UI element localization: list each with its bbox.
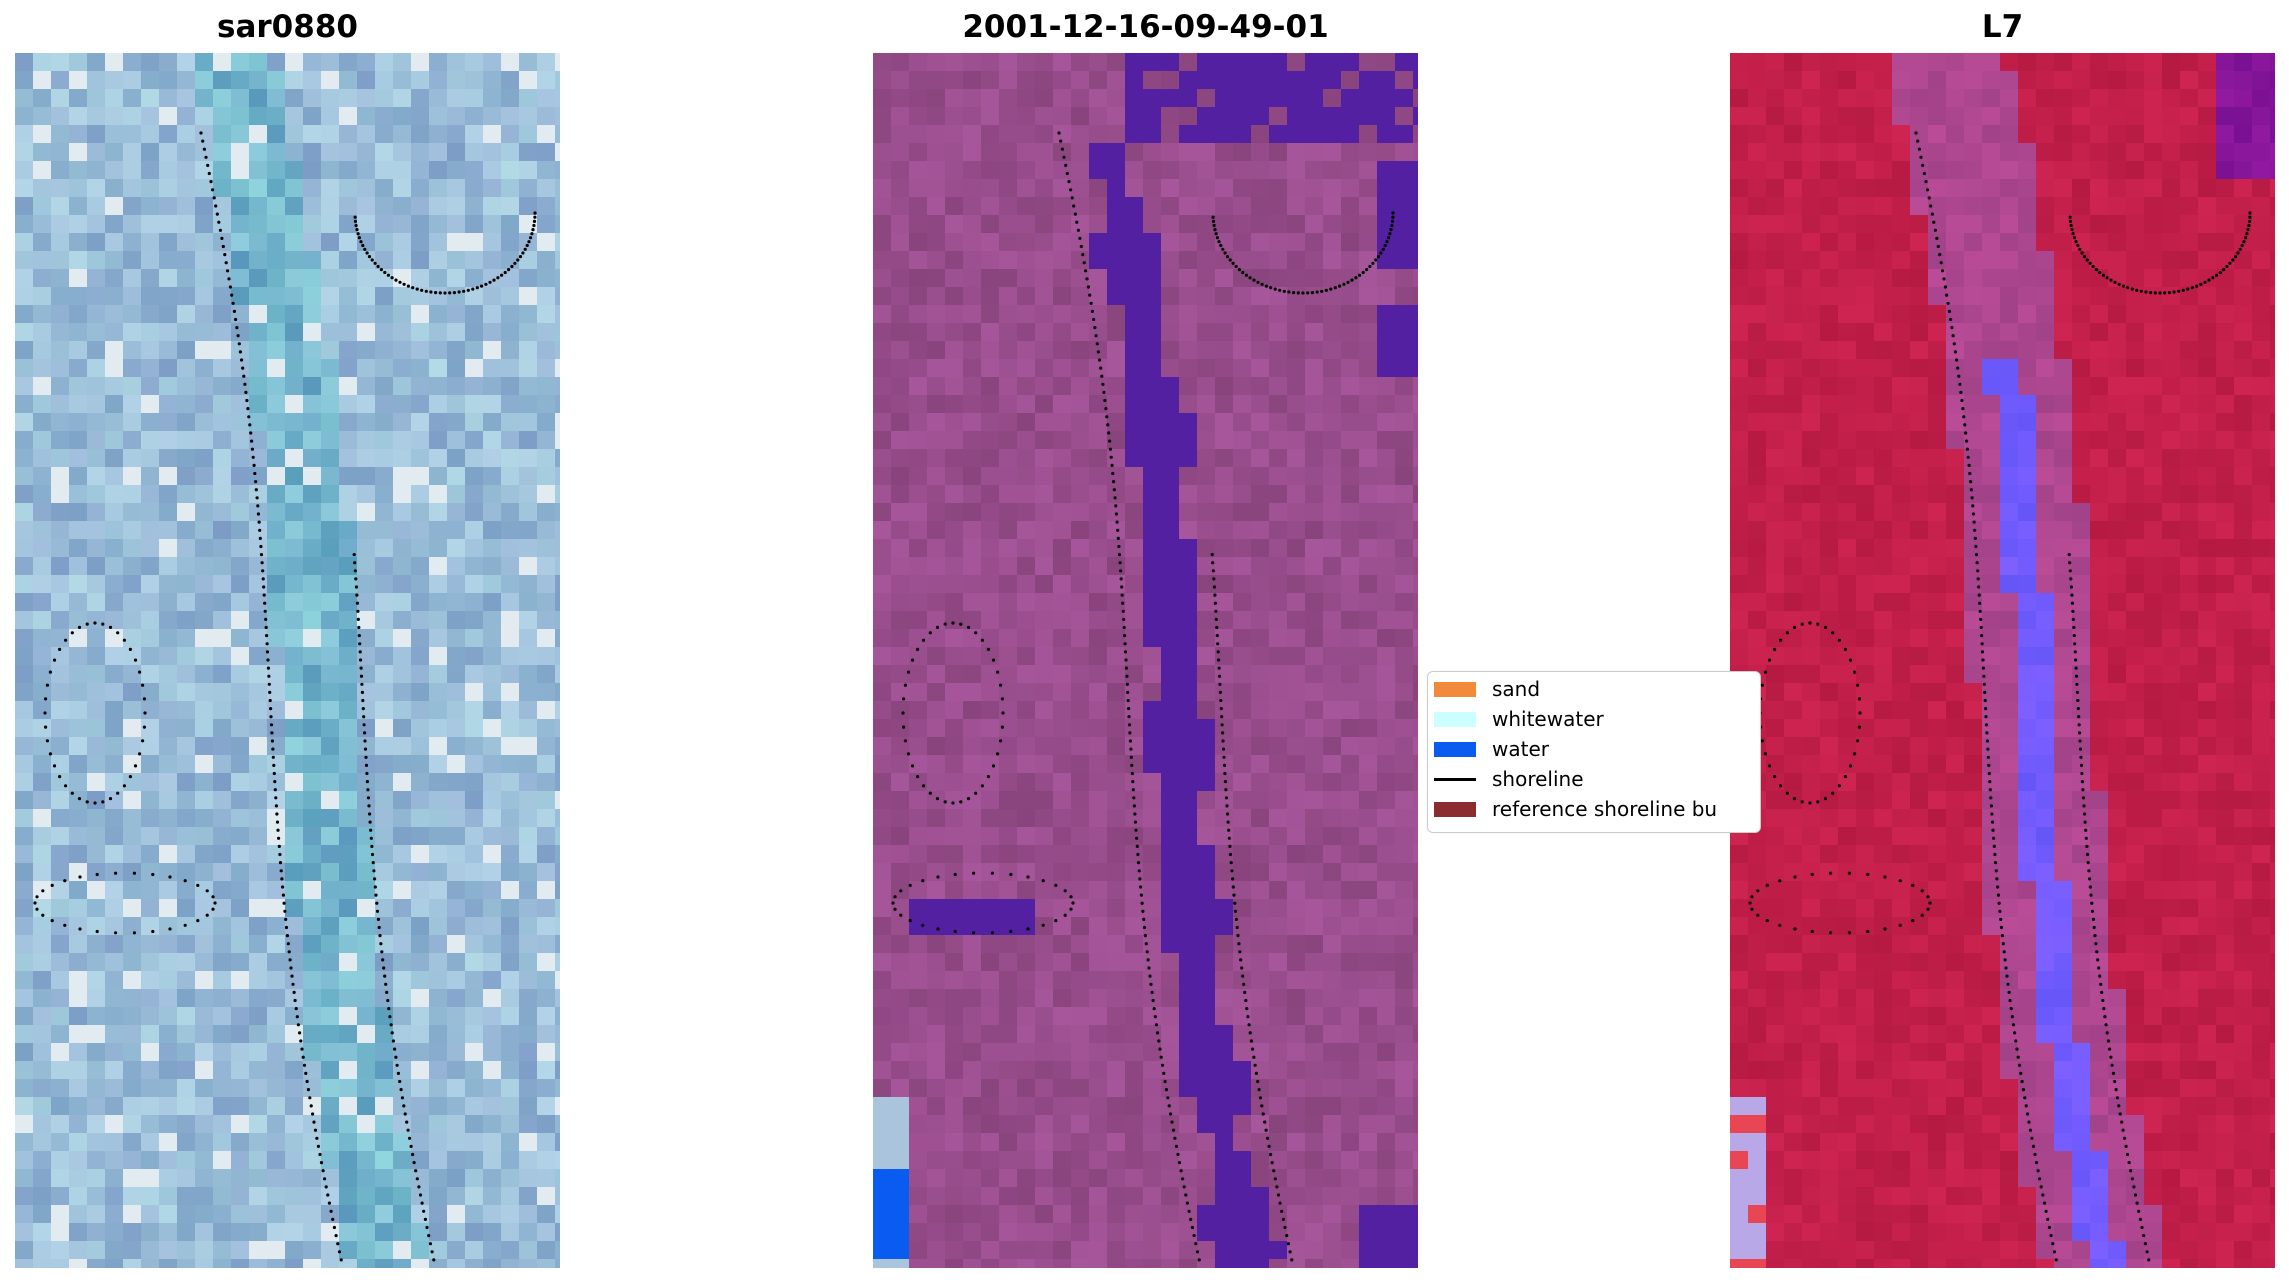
legend-item-sand: sand bbox=[1434, 676, 1540, 702]
legend-label-sand: sand bbox=[1492, 677, 1541, 701]
legend-item-shoreline: shoreline bbox=[1434, 766, 1584, 792]
whitewater-swatch bbox=[1434, 711, 1476, 727]
satellite-image-panel-3 bbox=[1730, 53, 2275, 1268]
legend-label-water: water bbox=[1492, 737, 1549, 761]
reference-shoreline-swatch bbox=[1434, 801, 1476, 817]
legend-item-water: water bbox=[1434, 736, 1549, 762]
legend-label-whitewater: whitewater bbox=[1492, 707, 1604, 731]
legend-item-reference-shoreline: reference shoreline bu bbox=[1434, 796, 1717, 822]
panel-title-1: sar0880 bbox=[217, 9, 358, 45]
water-swatch bbox=[1434, 741, 1476, 757]
image-sar0880 bbox=[15, 53, 560, 1268]
legend-label-reference-shoreline: reference shoreline bu bbox=[1492, 797, 1718, 821]
sand-swatch bbox=[1434, 681, 1476, 697]
legend-item-whitewater: whitewater bbox=[1434, 706, 1604, 732]
satellite-image-panel-1 bbox=[15, 53, 560, 1268]
panel-title-3: L7 bbox=[1981, 9, 2024, 45]
legend-label-shoreline: shoreline bbox=[1492, 767, 1584, 791]
image-l7 bbox=[1730, 53, 2275, 1268]
panel-title-2: 2001-12-16-09-49-01 bbox=[962, 9, 1329, 45]
legend: sand whitewater water shoreline referenc… bbox=[1427, 671, 1761, 833]
image-classified bbox=[873, 53, 1418, 1268]
shoreline-line-swatch bbox=[1434, 777, 1476, 781]
satellite-image-panel-2 bbox=[873, 53, 1418, 1268]
